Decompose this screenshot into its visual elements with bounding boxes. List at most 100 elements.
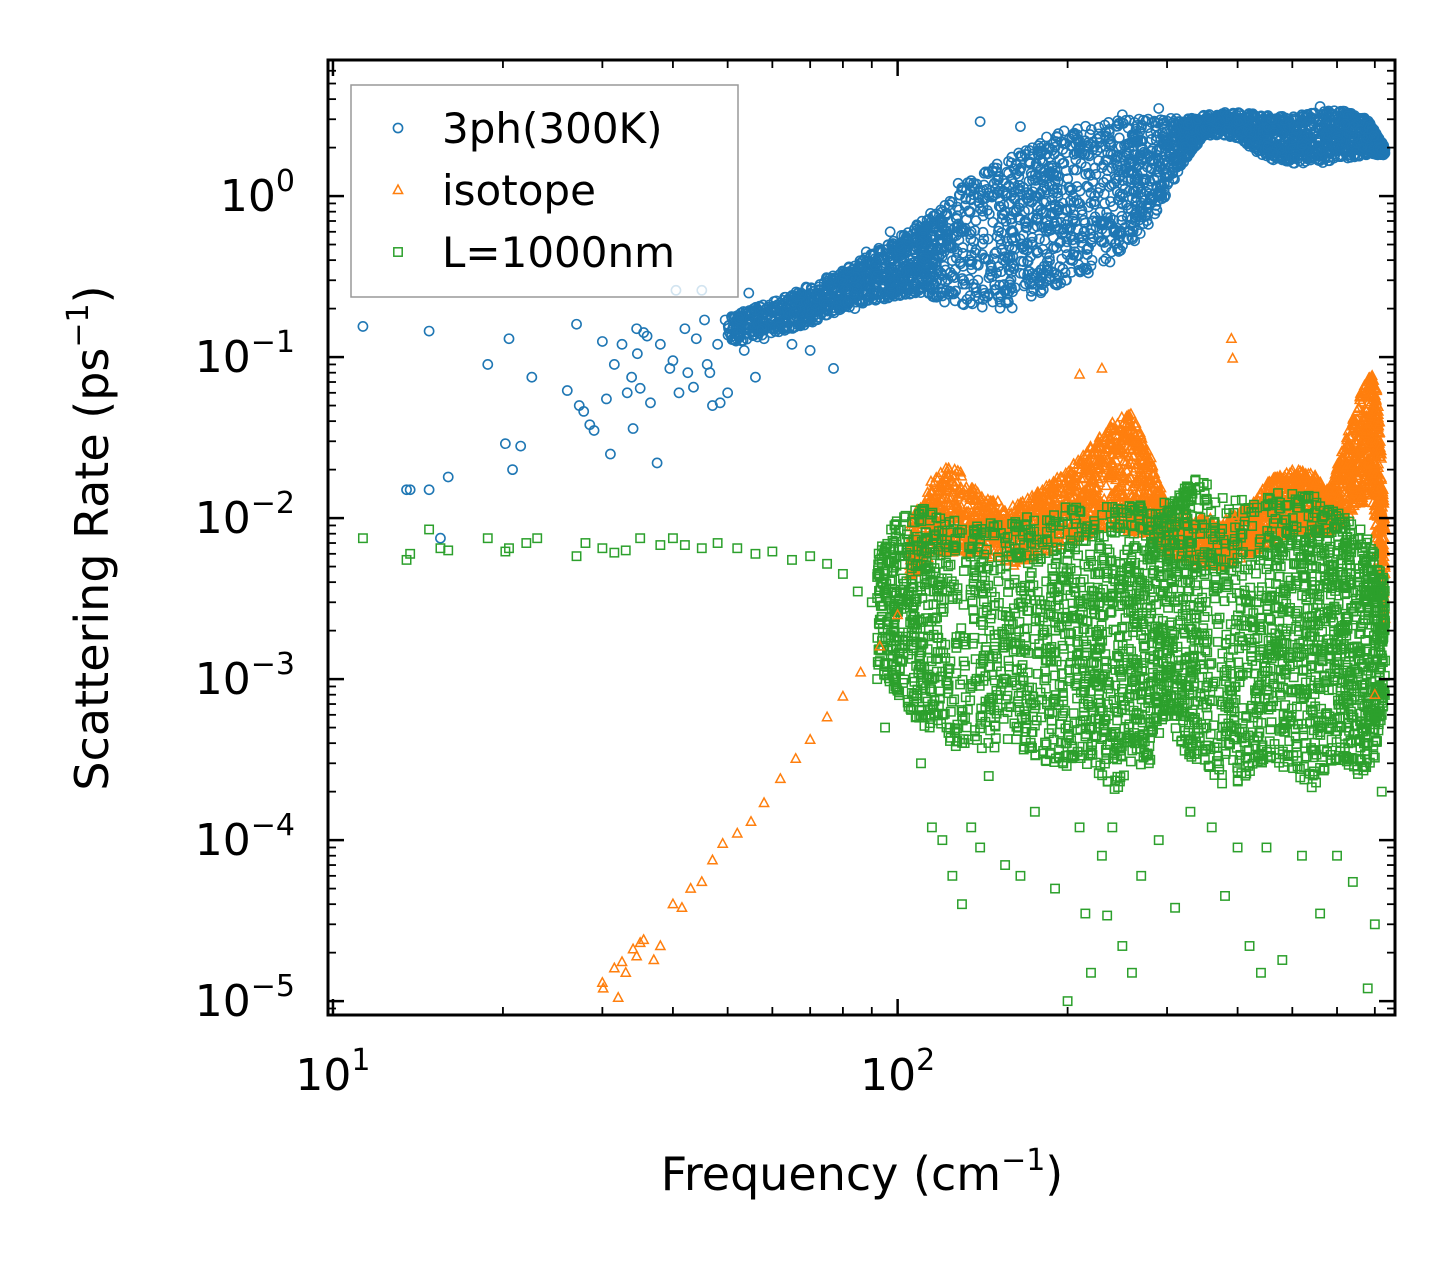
cloud-point bbox=[1050, 136, 1062, 147]
cloud-point bbox=[1038, 260, 1050, 272]
cloud-point bbox=[773, 321, 785, 333]
cloud-point bbox=[977, 249, 988, 260]
cloud-point bbox=[777, 295, 789, 306]
cloud-point bbox=[919, 269, 931, 280]
cloud-point bbox=[1117, 180, 1129, 191]
cloud-point bbox=[1058, 157, 1070, 169]
cloud-point bbox=[971, 259, 983, 270]
cloud-point bbox=[1020, 278, 1031, 290]
cloud-point bbox=[977, 210, 989, 222]
cloud-point bbox=[1025, 290, 1037, 302]
cloud-point bbox=[965, 233, 977, 245]
cloud-point bbox=[898, 230, 910, 242]
cloud-point bbox=[1026, 142, 1038, 154]
cloud-point bbox=[1036, 185, 1048, 197]
cloud-point bbox=[1186, 142, 1197, 153]
cloud-point bbox=[1042, 167, 1054, 179]
cloud-point bbox=[1025, 167, 1037, 179]
cloud-point bbox=[783, 322, 795, 334]
cloud-point bbox=[1131, 119, 1143, 131]
cloud-point bbox=[917, 254, 928, 266]
cloud-point bbox=[916, 274, 928, 286]
cloud-point bbox=[1021, 221, 1033, 233]
cloud-point bbox=[961, 294, 973, 305]
cloud-point bbox=[1071, 195, 1083, 206]
cloud-point bbox=[1153, 143, 1165, 155]
cloud-point bbox=[1128, 220, 1140, 232]
cloud-point bbox=[1014, 150, 1026, 162]
cloud-point bbox=[1027, 212, 1039, 224]
cloud-point bbox=[837, 282, 849, 294]
cloud-point bbox=[946, 286, 958, 298]
cloud-point bbox=[970, 282, 982, 294]
cloud-point bbox=[994, 302, 1006, 314]
cloud-point bbox=[1138, 146, 1150, 158]
cloud-point bbox=[743, 318, 755, 330]
cloud-point bbox=[1009, 232, 1021, 243]
cloud-point bbox=[1008, 186, 1020, 198]
cloud-point bbox=[989, 279, 1001, 291]
cloud-point bbox=[1154, 161, 1166, 173]
cloud-point bbox=[1014, 183, 1026, 195]
cloud-point bbox=[942, 230, 954, 241]
cloud-point bbox=[1081, 264, 1093, 275]
cloud-point bbox=[1048, 241, 1060, 253]
cloud-point bbox=[977, 205, 988, 217]
cloud-point bbox=[1183, 148, 1195, 160]
cloud-point bbox=[826, 273, 838, 285]
cloud-point bbox=[1134, 228, 1146, 239]
cloud-point bbox=[1049, 200, 1061, 212]
point-cloud-0 bbox=[722, 105, 1391, 347]
cloud-point bbox=[1161, 131, 1173, 143]
cloud-point bbox=[869, 260, 881, 271]
cloud-point bbox=[885, 278, 896, 290]
cloud-point bbox=[1002, 252, 1014, 263]
cloud-point bbox=[1135, 141, 1146, 153]
cloud-point bbox=[937, 217, 949, 229]
cloud-point bbox=[1128, 149, 1140, 160]
cloud-point bbox=[1076, 209, 1088, 221]
cloud-point bbox=[943, 288, 955, 300]
cloud-point bbox=[1083, 242, 1094, 254]
cloud-point bbox=[1110, 154, 1122, 166]
cloud-point bbox=[1054, 261, 1066, 272]
cloud-point bbox=[985, 265, 997, 277]
cloud-point bbox=[1113, 246, 1125, 257]
cloud-point bbox=[1117, 175, 1129, 186]
cloud-point bbox=[1131, 204, 1143, 216]
cloud-point bbox=[1066, 131, 1078, 143]
cloud-point bbox=[1030, 270, 1041, 282]
cloud-point bbox=[929, 253, 941, 264]
cloud-point bbox=[1098, 237, 1110, 248]
cloud-point bbox=[1138, 218, 1149, 229]
cloud-point bbox=[989, 284, 1001, 295]
cloud-point bbox=[877, 278, 888, 290]
cloud-point bbox=[1073, 264, 1085, 276]
cloud-point bbox=[937, 290, 948, 302]
cloud-point bbox=[1009, 282, 1021, 294]
cloud-point bbox=[1074, 198, 1086, 210]
dense-point-clouds bbox=[722, 105, 1391, 794]
cloud-point bbox=[1087, 144, 1099, 156]
cloud-point bbox=[892, 261, 904, 272]
cloud-point bbox=[1064, 195, 1076, 207]
cloud-point bbox=[1041, 148, 1053, 160]
cloud-point bbox=[1157, 164, 1169, 176]
cloud-point bbox=[990, 246, 1002, 258]
cloud-point bbox=[1083, 167, 1095, 179]
cloud-point bbox=[1007, 250, 1019, 262]
cloud-point bbox=[918, 229, 929, 241]
cloud-point bbox=[1017, 238, 1028, 250]
cloud-point bbox=[1101, 226, 1113, 238]
cloud-point bbox=[949, 295, 961, 307]
cloud-point bbox=[1041, 248, 1053, 260]
cloud-point bbox=[1153, 185, 1165, 197]
cloud-point bbox=[733, 313, 745, 325]
cloud-point bbox=[1123, 141, 1135, 153]
cloud-point bbox=[950, 252, 962, 264]
cloud-point bbox=[1202, 112, 1214, 124]
cloud-point bbox=[1210, 127, 1221, 139]
cloud-point bbox=[1002, 294, 1014, 306]
cloud-point bbox=[1158, 121, 1169, 133]
cloud-point bbox=[875, 246, 887, 258]
